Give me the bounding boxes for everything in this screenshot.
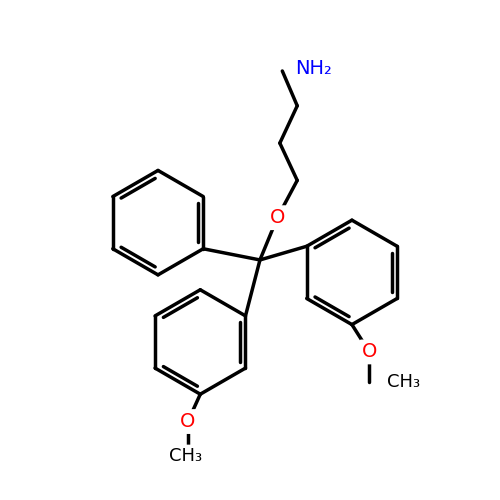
Text: O: O [270, 208, 285, 227]
Text: CH₃: CH₃ [169, 448, 202, 466]
Text: NH₂: NH₂ [295, 59, 332, 78]
Text: CH₃: CH₃ [386, 373, 420, 391]
Text: O: O [362, 342, 377, 361]
Text: O: O [180, 412, 196, 431]
